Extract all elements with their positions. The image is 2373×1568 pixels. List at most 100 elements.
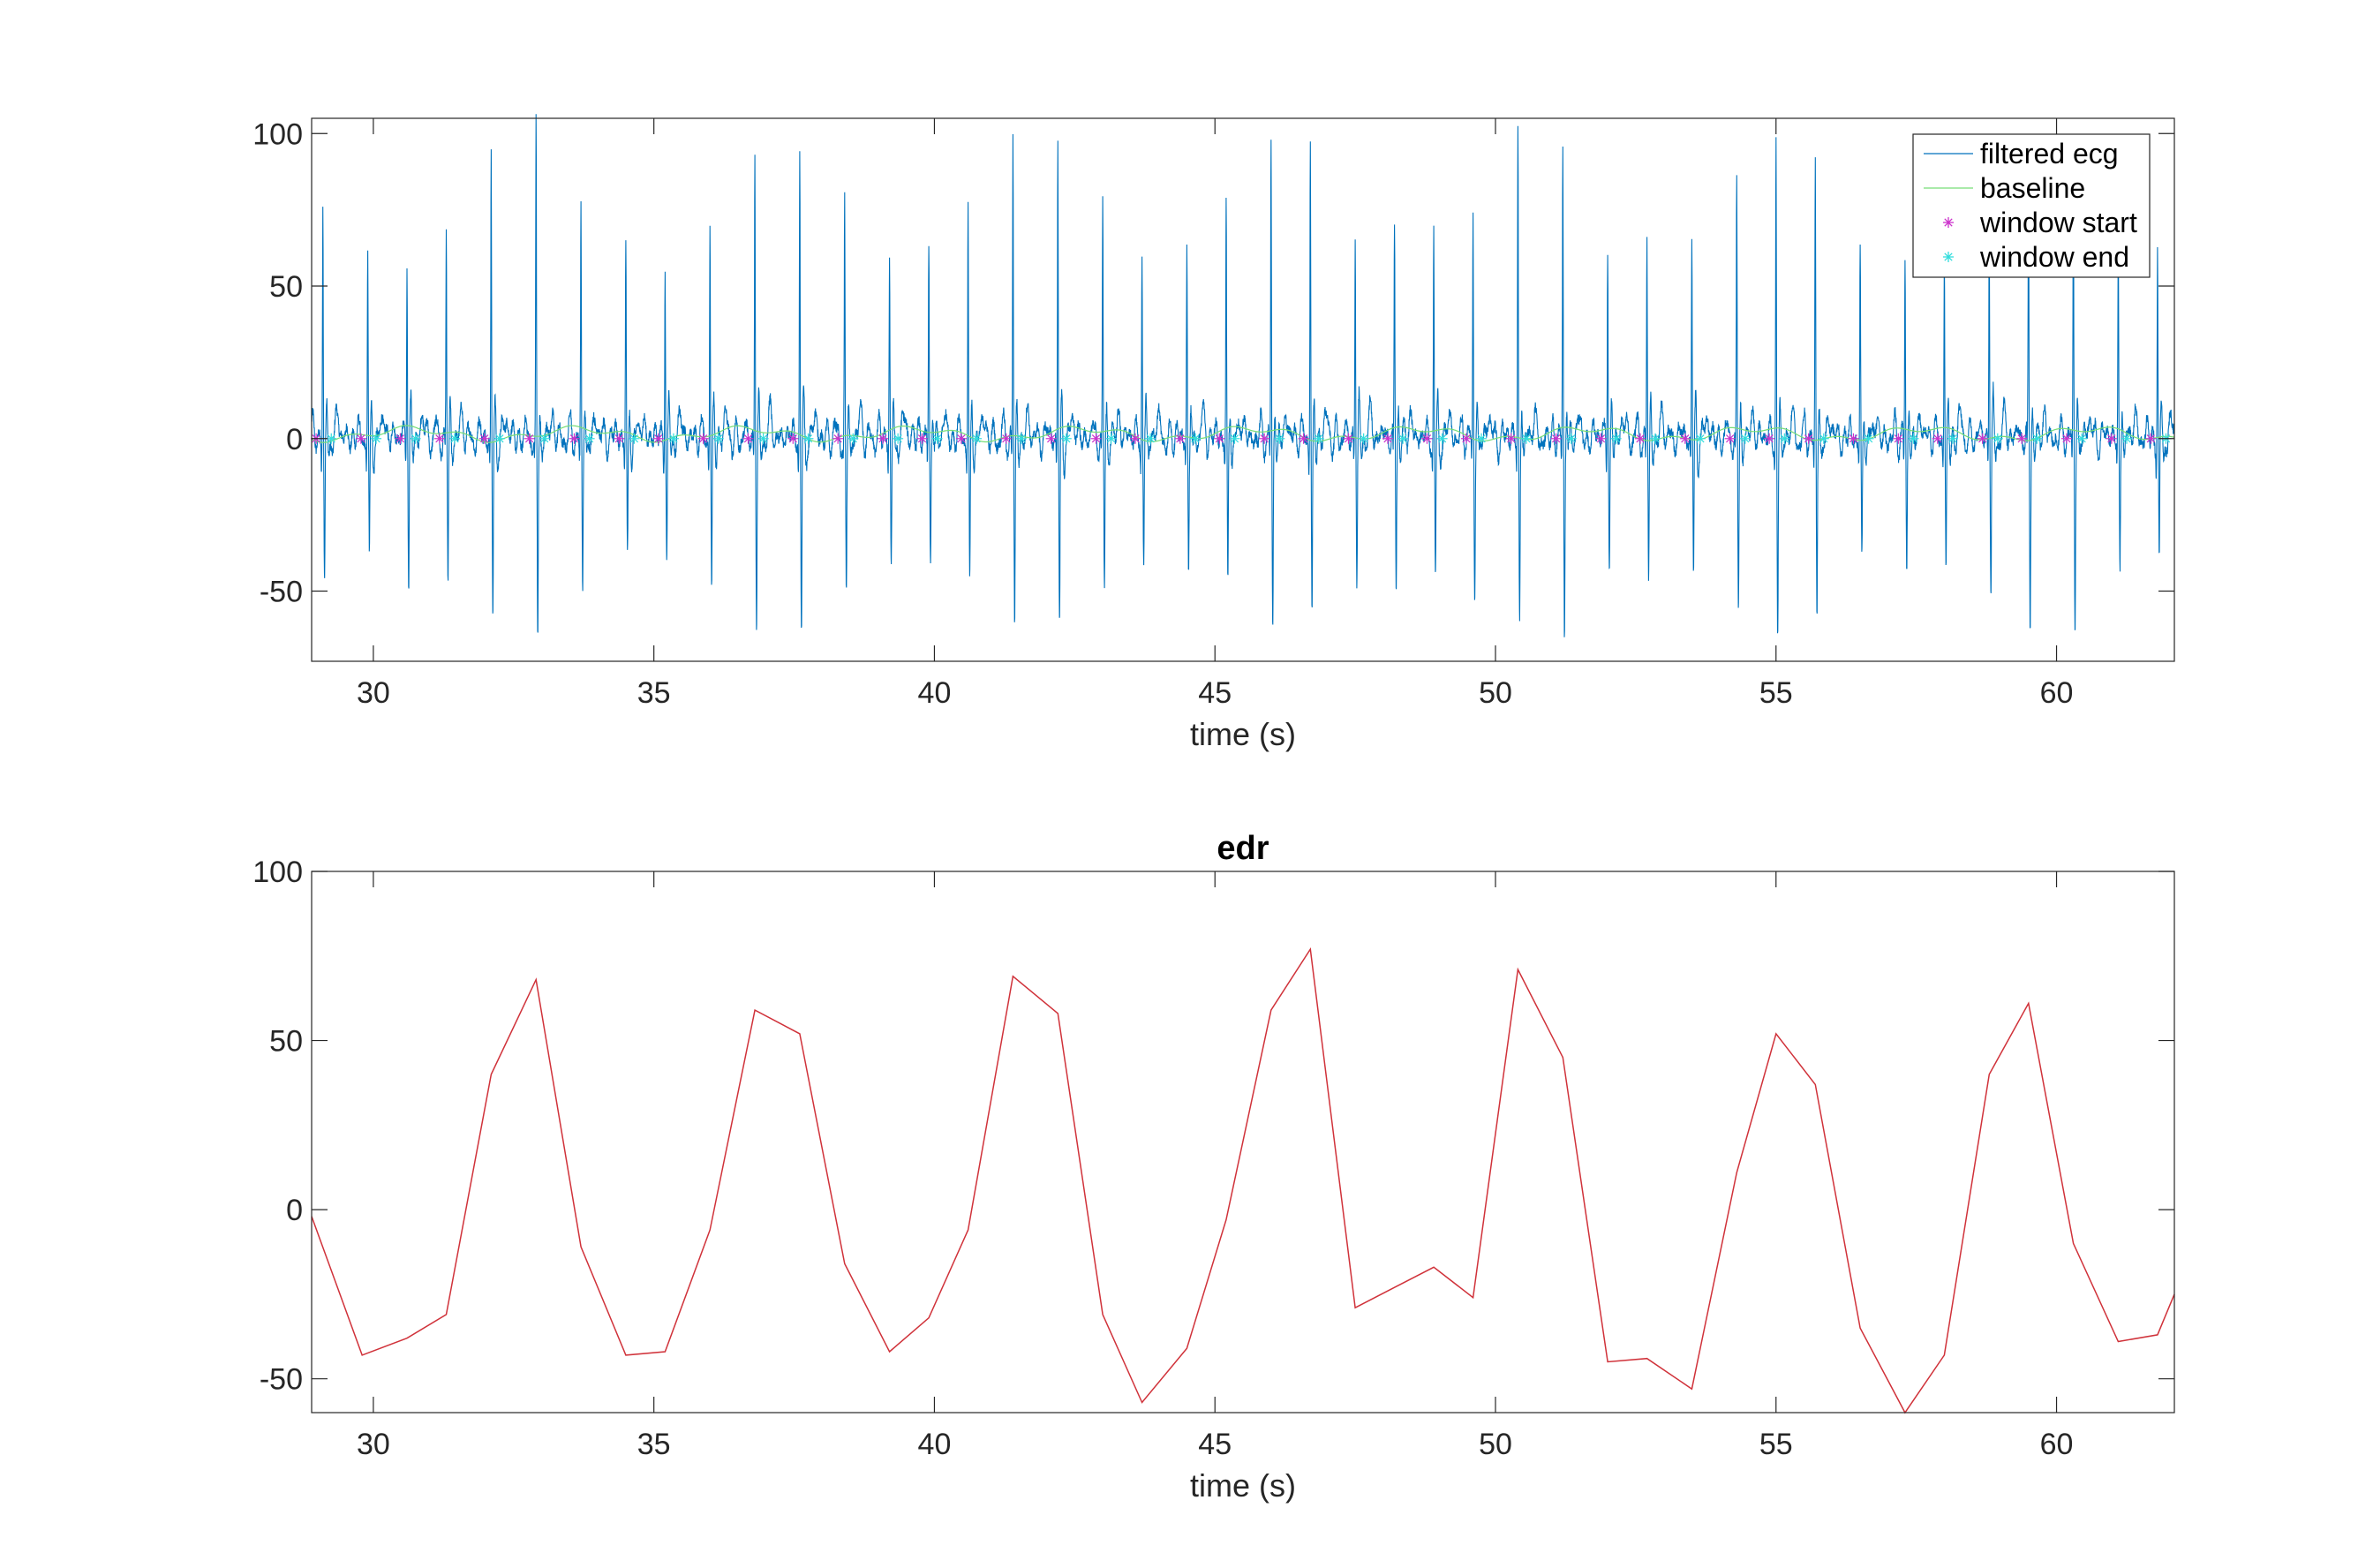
x-tick-label: 60 xyxy=(2040,676,2074,710)
x-tick-label: 55 xyxy=(1759,1428,1793,1461)
y-tick-label: 50 xyxy=(269,270,303,304)
window-start-marker xyxy=(955,433,967,444)
legend-item: baseline xyxy=(1924,172,2085,204)
window-start-marker xyxy=(2016,433,2028,444)
window-start-marker xyxy=(395,433,406,444)
window-end-marker xyxy=(1313,433,1324,444)
window-end-marker xyxy=(1436,433,1448,444)
edr-path xyxy=(311,946,2175,1414)
window-start-marker xyxy=(1174,433,1186,444)
x-tick-label: 60 xyxy=(2040,1428,2074,1461)
ecg-axes-box xyxy=(311,117,2175,662)
x-tick-label: 55 xyxy=(1759,676,1793,710)
window-end-marker xyxy=(1476,433,1488,444)
window-start-marker xyxy=(2106,433,2117,444)
window-end-marker xyxy=(410,433,421,444)
window-start-marker xyxy=(478,433,490,444)
window-start-marker xyxy=(2060,433,2072,444)
window-end-marker xyxy=(1610,433,1622,444)
x-tick-label: 30 xyxy=(357,1428,390,1461)
window-start-marker xyxy=(1803,433,1814,444)
window-end-marker xyxy=(1145,433,1156,444)
window-start-marker xyxy=(1421,433,1433,444)
window-end-marker xyxy=(1358,433,1369,444)
edr-x-axis-label: time (s) xyxy=(1190,1467,1296,1504)
window-start-marker xyxy=(1343,433,1354,444)
legend-box xyxy=(1912,133,2151,278)
y-tick-label: 100 xyxy=(252,117,303,151)
y-tick-label: 100 xyxy=(252,856,303,889)
window-start-marker xyxy=(1550,433,1562,444)
window-start-marker xyxy=(1214,433,1225,444)
window-start-marker xyxy=(569,433,580,444)
window-end-marker xyxy=(1189,433,1201,444)
window-end-marker xyxy=(1779,433,1790,444)
legend-item: filtered ecg xyxy=(1924,138,2119,170)
window-end-marker xyxy=(629,433,640,444)
edr-axes: 30 35 40 45 50 55 60 -50 0 50 100 time (s) edr xyxy=(252,830,2175,1504)
window-start-marker xyxy=(433,433,445,444)
ecg-x-axis-label: time (s) xyxy=(1190,716,1296,752)
edr-chart-title: edr xyxy=(1217,830,1269,867)
window-end-marker xyxy=(326,433,337,444)
window-end-marker xyxy=(584,433,595,444)
y-tick-label: 0 xyxy=(286,423,303,456)
edr-x-ticks: 30 35 40 45 50 55 60 xyxy=(357,871,2073,1461)
window-end-marker xyxy=(757,433,769,444)
y-tick-label: -50 xyxy=(260,1363,303,1397)
filtered-ecg-line xyxy=(311,114,2175,637)
window-end-marker xyxy=(1863,433,1874,444)
y-tick-label: 0 xyxy=(286,1194,303,1227)
x-tick-label: 45 xyxy=(1198,676,1232,710)
window-start-marker xyxy=(1090,433,1102,444)
window-start-marker xyxy=(1460,433,1472,444)
edr-y-ticks: -50 0 50 100 xyxy=(252,856,2174,1397)
x-tick-label: 50 xyxy=(1479,1428,1512,1461)
window-end-marker xyxy=(1694,433,1706,444)
window-start-marker xyxy=(1045,433,1057,444)
window-end-marker xyxy=(667,433,679,444)
x-tick-label: 40 xyxy=(918,1428,952,1461)
window-start-marker xyxy=(1932,433,1943,444)
window-start-marker xyxy=(832,433,844,444)
window-end-marker xyxy=(449,433,461,444)
window-end-marker xyxy=(1947,433,1958,444)
window-start-marker xyxy=(1259,433,1270,444)
window-start-marker xyxy=(697,433,709,444)
window-start-marker xyxy=(1977,433,1988,444)
legend-item: window start xyxy=(1943,207,2137,238)
x-tick-label: 35 xyxy=(637,676,671,710)
window-end-marker xyxy=(1992,433,2003,444)
x-tick-label: 50 xyxy=(1479,676,1512,710)
window-end-marker xyxy=(848,433,859,444)
ecg-plot-area xyxy=(312,118,2174,661)
edr-axes-box xyxy=(311,871,2175,1413)
window-start-marker xyxy=(1848,433,1859,444)
ecg-y-ticks: -50 0 50 100 xyxy=(252,117,2174,609)
window-start-marker xyxy=(1382,433,1393,444)
legend-label: baseline xyxy=(1980,172,2085,204)
legend-label: window start xyxy=(1979,207,2137,238)
window-end-marker xyxy=(1397,433,1409,444)
baseline-path xyxy=(311,425,2174,443)
window-end-marker xyxy=(931,433,943,444)
window-end-marker xyxy=(802,433,814,444)
baseline-line xyxy=(311,425,2174,443)
window-start-marker xyxy=(2145,433,2157,444)
window-start-marker xyxy=(1679,433,1691,444)
window-end-marker xyxy=(371,433,382,444)
legend-item: window end xyxy=(1943,241,2129,273)
window-end-marker xyxy=(1229,433,1240,444)
window-start-marker xyxy=(787,433,799,444)
window-end-marker xyxy=(1060,433,1072,444)
legend-label: window end xyxy=(1979,241,2129,273)
ecg-x-ticks: 30 35 40 45 50 55 60 xyxy=(357,118,2073,710)
window-end-marker xyxy=(2076,433,2088,444)
x-tick-label: 40 xyxy=(918,676,952,710)
window-end-marker xyxy=(1739,433,1751,444)
edr-line xyxy=(311,946,2175,1414)
window-end-marker xyxy=(1015,433,1027,444)
window-end-marker xyxy=(2121,433,2132,444)
